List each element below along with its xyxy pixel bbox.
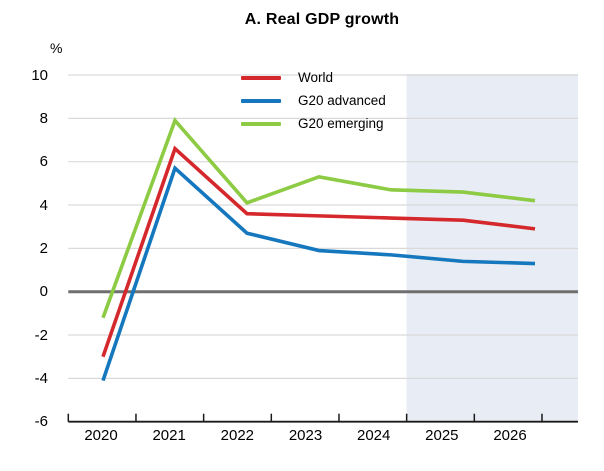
legend-label: G20 advanced — [298, 93, 386, 108]
y-axis-tick-label: 10 — [31, 66, 48, 84]
y-axis-tick-label: 0 — [39, 283, 48, 301]
y-axis-tick-label: -4 — [34, 369, 48, 387]
y-axis-tick-label: 4 — [39, 196, 48, 214]
legend-item-world: World — [241, 66, 386, 89]
g20-emerging-line — [101, 117, 536, 319]
g20-advanced-line — [101, 165, 536, 382]
y-axis-tick-label: 8 — [39, 109, 48, 127]
legend-line-swatch-icon — [241, 98, 281, 103]
x-axis-tick-label: 2024 — [356, 427, 391, 444]
legend-line-swatch-icon — [241, 75, 281, 80]
y-axis-unit-label: % — [50, 40, 63, 56]
legend-line-swatch-icon — [241, 121, 281, 126]
x-axis-tick-label: 2022 — [220, 427, 255, 444]
legend-label: G20 emerging — [298, 116, 384, 131]
legend-item-g20-emerging: G20 emerging — [241, 112, 386, 135]
y-axis-tick-label: -2 — [34, 326, 48, 344]
x-axis-tick-label: 2020 — [84, 427, 118, 444]
x-axis-tick-label: 2025 — [425, 427, 459, 444]
legend-label: World — [298, 70, 334, 85]
legend-item-g20-advanced: G20 advanced — [241, 89, 386, 112]
x-axis-tick-label: 2026 — [493, 427, 527, 444]
y-axis-tick-label: -6 — [34, 413, 48, 431]
x-axis-tick-label: 2021 — [152, 427, 186, 444]
world-line — [101, 145, 536, 358]
forecast-shading — [406, 74, 578, 421]
y-axis-tick-label: 6 — [39, 153, 48, 171]
chart-title: A. Real GDP growth — [244, 11, 400, 28]
legend: World G20 advanced G20 emerging — [241, 66, 386, 135]
x-axis-tick-label: 2023 — [288, 427, 323, 444]
y-axis-tick-label: 2 — [39, 239, 48, 257]
